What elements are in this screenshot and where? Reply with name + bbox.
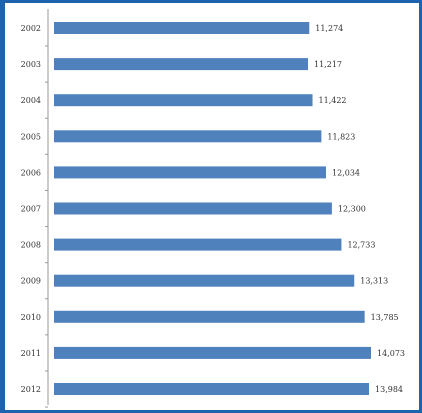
category-label-2011: 2011: [21, 349, 41, 358]
category-label-2012: 2012: [21, 385, 41, 394]
chart-frame: 2002 11,274 2003 11,217 2004 11,422 2005 11,823…: [5, 3, 419, 410]
bar-2004: [54, 94, 313, 107]
category-label-2008: 2008: [21, 241, 41, 250]
value-label-2003: 11,217: [314, 60, 342, 69]
category-label-2010: 2010: [21, 313, 41, 322]
category-label-2007: 2007: [21, 205, 41, 214]
value-label-2012: 13,984: [375, 385, 403, 394]
category-label-2003: 2003: [21, 60, 41, 69]
bar-2007: [54, 202, 332, 215]
category-label-2006: 2006: [21, 168, 41, 177]
bar-2008: [54, 238, 342, 251]
bar-chart: 2002 11,274 2003 11,217 2004 11,422 2005 11,823…: [21, 9, 405, 408]
bar-2011: [54, 346, 371, 359]
value-label-2006: 12,034: [332, 168, 360, 177]
bar-2003: [54, 58, 308, 71]
value-label-2005: 11,823: [327, 132, 355, 141]
bar-2006: [54, 166, 327, 179]
category-label-2005: 2005: [21, 132, 41, 141]
category-label-2009: 2009: [21, 277, 41, 286]
value-label-2008: 12,733: [347, 241, 375, 250]
value-label-2007: 12,300: [338, 205, 366, 214]
value-label-2002: 11,274: [315, 24, 343, 33]
bar-2012: [54, 383, 370, 395]
value-label-2004: 11,422: [319, 96, 347, 105]
value-label-2010: 13,785: [371, 313, 399, 322]
value-label-2011: 14,073: [377, 349, 405, 358]
bar-2010: [54, 310, 365, 323]
bar-2005: [54, 130, 322, 143]
value-label-2009: 13,313: [360, 277, 388, 286]
category-label-2004: 2004: [21, 96, 41, 105]
bars-group: 2002 11,274 2003 11,217 2004 11,422 2005 11,823…: [21, 22, 405, 408]
category-label-2002: 2002: [21, 24, 41, 33]
bar-2002: [54, 22, 310, 34]
bar-2009: [54, 274, 355, 287]
